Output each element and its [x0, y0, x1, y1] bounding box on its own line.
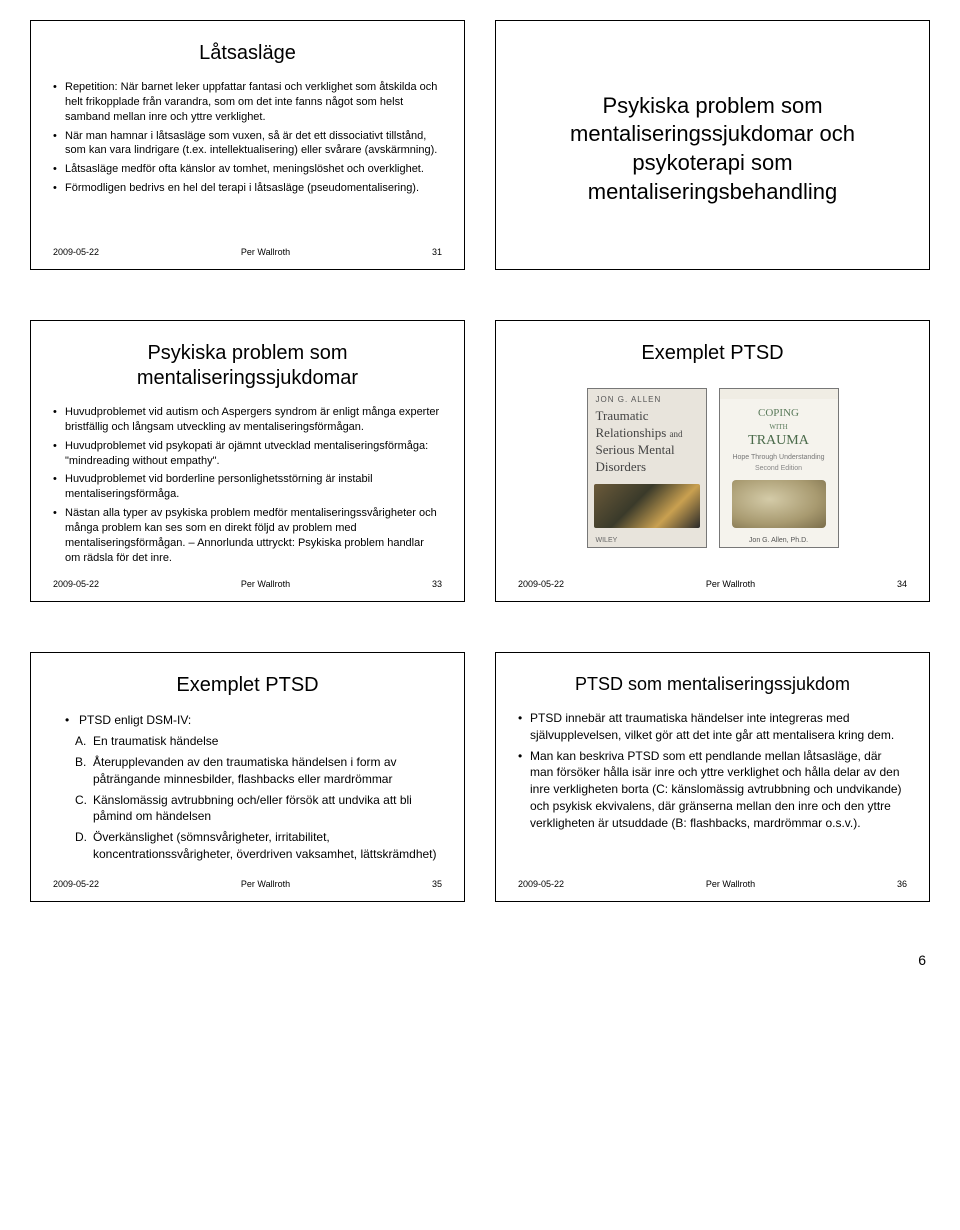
- footer-date: 2009-05-22: [53, 879, 99, 889]
- slide-35: Exemplet PTSD PTSD enligt DSM-IV: A.En t…: [30, 652, 465, 902]
- book-art: [594, 484, 700, 528]
- footer-date: 2009-05-22: [518, 879, 564, 889]
- book-covers: JON G. ALLEN Traumatic Relationships and…: [518, 380, 907, 569]
- footer-author: Per Wallroth: [241, 879, 290, 889]
- footer-date: 2009-05-22: [53, 247, 99, 257]
- slide-number: 31: [432, 247, 442, 257]
- book-publisher: WILEY: [588, 534, 706, 547]
- bullet-item: Huvudproblemet vid psykopati är ojämnt u…: [53, 439, 442, 469]
- book-cover-2: COPING WITH TRAUMA Hope Through Understa…: [719, 388, 839, 548]
- slide-number: 34: [897, 579, 907, 589]
- book-top-band: [720, 389, 838, 399]
- footer-author: Per Wallroth: [706, 579, 755, 589]
- slide-row: Exemplet PTSD PTSD enligt DSM-IV: A.En t…: [30, 652, 930, 902]
- bullet-list: PTSD innebär att traumatiska händelser i…: [518, 710, 907, 870]
- list-item: C.Känslomässig avtrubbning och/eller för…: [75, 792, 442, 826]
- book-author: JON G. ALLEN: [588, 389, 706, 406]
- slide-title: Exemplet PTSD: [518, 341, 907, 366]
- bullet-item: Låtsasläge medför ofta känslor av tomhet…: [53, 162, 442, 177]
- bullet-item: När man hamnar i låtsasläge som vuxen, s…: [53, 129, 442, 159]
- slide-footer: 2009-05-22 Per Wallroth 31: [53, 247, 442, 257]
- slide-row: Låtsasläge Repetition: När barnet leker …: [30, 20, 930, 270]
- slide-number: 33: [432, 579, 442, 589]
- footer-date: 2009-05-22: [518, 579, 564, 589]
- slide-32: Psykiska problem som mentaliseringssjukd…: [495, 20, 930, 270]
- bullet-item: Förmodligen bedrivs en hel del terapi i …: [53, 181, 442, 196]
- slide-row: Psykiska problem som mentaliseringssjukd…: [30, 320, 930, 602]
- list-item: D.Överkänslighet (sömnsvårigheter, irrit…: [75, 829, 442, 863]
- book-cover-1: JON G. ALLEN Traumatic Relationships and…: [587, 388, 707, 548]
- bullet-item: Repetition: När barnet leker uppfattar f…: [53, 80, 442, 125]
- bullet-item: Man kan beskriva PTSD som ett pendlande …: [518, 748, 907, 832]
- footer-author: Per Wallroth: [241, 247, 290, 257]
- book-subtitle: Hope Through Understanding: [720, 452, 838, 463]
- slide-footer: 2009-05-22 Per Wallroth 34: [518, 579, 907, 589]
- slide-number: 35: [432, 879, 442, 889]
- bullet-item: PTSD innebär att traumatiska händelser i…: [518, 710, 907, 744]
- list-item: A.En traumatisk händelse: [75, 733, 442, 750]
- slide-title: Psykiska problem som mentaliseringssjukd…: [518, 92, 907, 206]
- book-title: Traumatic Relationships and Serious Ment…: [588, 406, 706, 478]
- list-item: B.Återupplevanden av den traumatiska hän…: [75, 754, 442, 788]
- bullet-item: Huvudproblemet vid borderline personligh…: [53, 472, 442, 502]
- slide-footer: 2009-05-22 Per Wallroth 36: [518, 879, 907, 889]
- book-art: [732, 480, 826, 528]
- page-number: 6: [30, 952, 930, 968]
- bullet-list: Huvudproblemet vid autism och Aspergers …: [53, 405, 442, 569]
- book-edition: Second Edition: [720, 463, 838, 474]
- bullet-item: Nästan alla typer av psykiska problem me…: [53, 506, 442, 565]
- slide-36: PTSD som mentaliseringssjukdom PTSD inne…: [495, 652, 930, 902]
- footer-date: 2009-05-22: [53, 579, 99, 589]
- bullet-list: Repetition: När barnet leker uppfattar f…: [53, 80, 442, 237]
- slide-title: Exemplet PTSD: [53, 673, 442, 698]
- book-title: COPING WITH TRAUMA: [720, 399, 838, 452]
- slide-footer: 2009-05-22 Per Wallroth 33: [53, 579, 442, 589]
- slide-number: 36: [897, 879, 907, 889]
- list-lead: PTSD enligt DSM-IV:: [65, 712, 442, 729]
- slide-31: Låtsasläge Repetition: När barnet leker …: [30, 20, 465, 270]
- slide-33: Psykiska problem som mentaliseringssjukd…: [30, 320, 465, 602]
- footer-author: Per Wallroth: [241, 579, 290, 589]
- book-author: Jon G. Allen, Ph.D.: [720, 534, 838, 547]
- slide-title: Låtsasläge: [53, 41, 442, 66]
- bullet-item: Huvudproblemet vid autism och Aspergers …: [53, 405, 442, 435]
- handout-page: Låtsasläge Repetition: När barnet leker …: [30, 20, 930, 968]
- footer-author: Per Wallroth: [706, 879, 755, 889]
- slide-34: Exemplet PTSD JON G. ALLEN Traumatic Rel…: [495, 320, 930, 602]
- slide-title: Psykiska problem som mentaliseringssjukd…: [53, 341, 442, 391]
- lettered-list: PTSD enligt DSM-IV: A.En traumatisk händ…: [53, 712, 442, 869]
- slide-title: PTSD som mentaliseringssjukdom: [518, 673, 907, 696]
- slide-footer: 2009-05-22 Per Wallroth 35: [53, 879, 442, 889]
